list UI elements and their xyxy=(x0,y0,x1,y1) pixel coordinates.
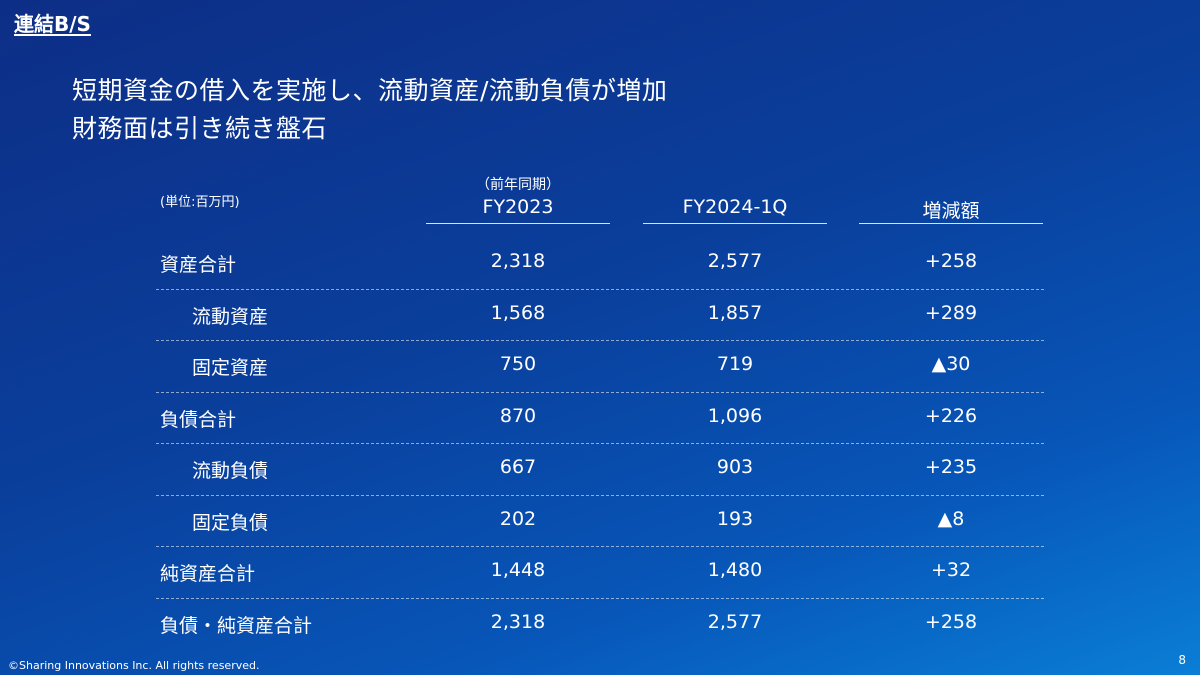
value-change: +235 xyxy=(924,456,978,478)
row-label: 流動資産 xyxy=(192,305,269,328)
unit-note: (単位:百万円) xyxy=(160,195,240,210)
value-fy2023: 1,568 xyxy=(490,301,546,324)
column-header-change: 増減額 xyxy=(859,172,1043,224)
column-header-label: FY2024-1Q xyxy=(682,196,788,218)
table-row: 固定負債 202 193 ▲8 xyxy=(156,496,1044,547)
value-change: +32 xyxy=(930,559,972,581)
table-row: 負債合計 870 1,096 +226 xyxy=(156,393,1044,444)
section-title: 連結B/S xyxy=(14,12,91,36)
value-fy2024-1q: 719 xyxy=(716,353,754,375)
row-label: 純資産合計 xyxy=(160,563,256,585)
balance-sheet-table: 資産合計 2,318 2,577 +258 流動資産 1,568 1,857 +… xyxy=(156,238,1044,650)
value-change: +258 xyxy=(924,610,978,633)
copyright-footer: ©Sharing Innovations Inc. All rights res… xyxy=(8,659,260,672)
value-fy2023: 750 xyxy=(499,353,537,375)
column-header-sub: （前年同期） xyxy=(476,177,560,193)
headline-line-2: 財務面は引き続き盤石 xyxy=(72,114,328,143)
headline: 短期資金の借入を実施し、流動資産/流動負債が増加 財務面は引き続き盤石 xyxy=(72,72,667,148)
row-label: 固定負債 xyxy=(192,511,269,534)
row-label: 固定資産 xyxy=(192,357,269,379)
column-header-label: FY2023 xyxy=(482,196,554,218)
value-change: +258 xyxy=(924,250,978,272)
table-row: 固定資産 750 719 ▲30 xyxy=(156,341,1044,393)
headline-line-1: 短期資金の借入を実施し、流動資産/流動負債が増加 xyxy=(72,76,668,105)
column-header-fy2024-1q: FY2024-1Q xyxy=(643,172,827,224)
value-fy2024-1q: 2,577 xyxy=(707,610,763,633)
value-fy2024-1q: 1,857 xyxy=(707,301,763,324)
column-header-fy2023: （前年同期） FY2023 xyxy=(426,172,610,224)
value-fy2023: 1,448 xyxy=(490,559,546,581)
value-fy2023: 202 xyxy=(499,507,537,530)
row-label: 負債・純資産合計 xyxy=(160,614,313,637)
value-fy2024-1q: 1,096 xyxy=(707,404,763,427)
value-fy2023: 2,318 xyxy=(490,250,546,272)
table-row: 流動資産 1,568 1,857 +289 xyxy=(156,290,1044,341)
value-fy2023: 2,318 xyxy=(490,610,546,633)
value-fy2024-1q: 193 xyxy=(716,507,754,530)
value-change: +226 xyxy=(924,404,978,427)
page-number: 8 xyxy=(1178,653,1186,667)
value-fy2024-1q: 1,480 xyxy=(707,559,763,581)
column-header-label: 増減額 xyxy=(922,200,980,222)
value-fy2023: 870 xyxy=(499,404,537,427)
value-fy2024-1q: 2,577 xyxy=(707,250,763,272)
row-label: 負債合計 xyxy=(160,408,237,431)
value-change: ▲8 xyxy=(937,507,965,530)
table-row: 流動負債 667 903 +235 xyxy=(156,444,1044,496)
value-change: +289 xyxy=(924,301,978,324)
row-label: 資産合計 xyxy=(160,254,237,276)
value-fy2024-1q: 903 xyxy=(716,456,754,478)
table-row: 負債・純資産合計 2,318 2,577 +258 xyxy=(156,599,1044,651)
table-row: 資産合計 2,318 2,577 +258 xyxy=(156,238,1044,290)
table-row: 純資産合計 1,448 1,480 +32 xyxy=(156,547,1044,599)
value-change: ▲30 xyxy=(931,353,971,375)
value-fy2023: 667 xyxy=(499,456,537,478)
row-label: 流動負債 xyxy=(192,460,269,482)
